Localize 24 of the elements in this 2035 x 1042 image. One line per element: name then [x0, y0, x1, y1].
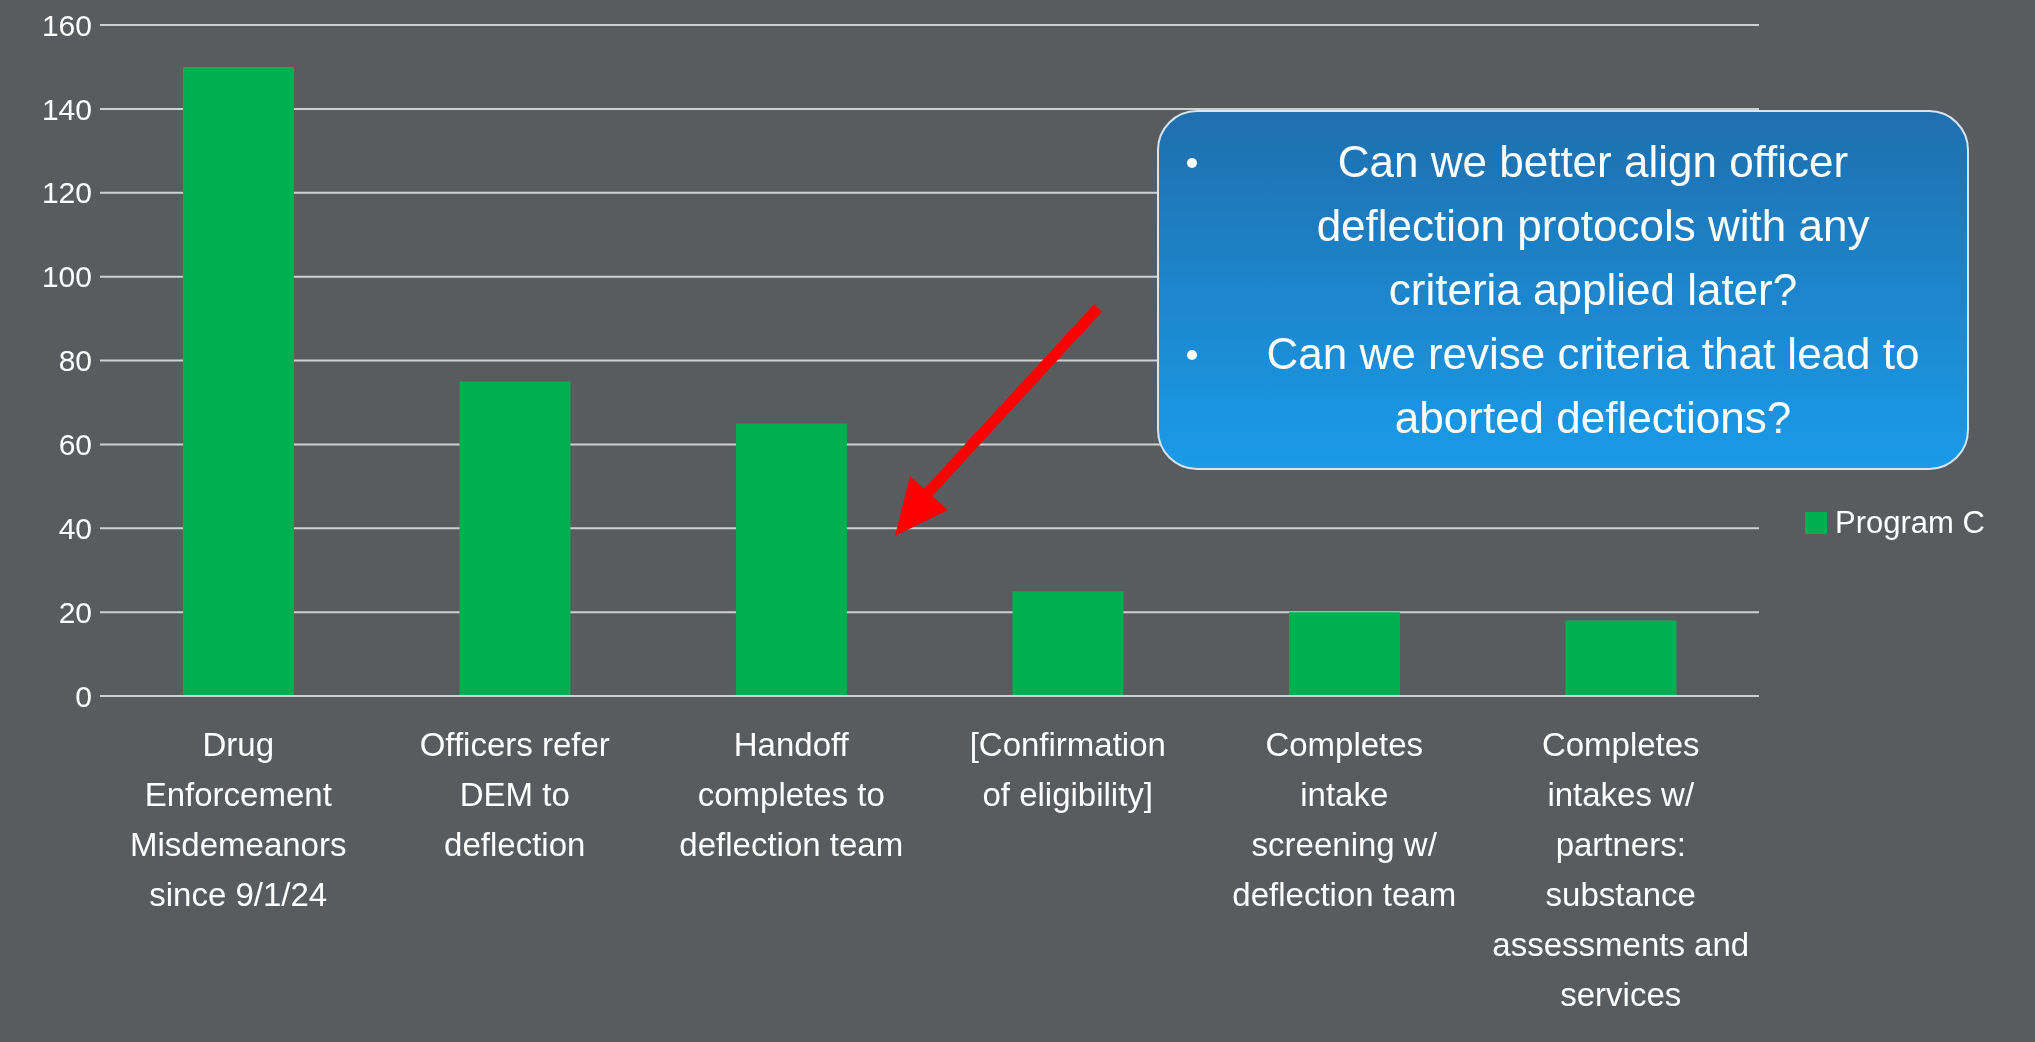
- bar: [735, 423, 847, 696]
- y-tick-label: 60: [58, 428, 92, 462]
- x-tick-label: Handoff completes to deflection team: [679, 726, 904, 863]
- bar: [1288, 612, 1400, 696]
- x-tick-label: Completes intakes w/ partners: substance assessments and services: [1492, 726, 1750, 1013]
- x-tick-label: [Confirmation of eligibility]: [969, 726, 1166, 813]
- annotation: Can we revise criteria that lead to aborted deflections?: [1265, 328, 1921, 444]
- x-tick-label: Officers refer DEM to deflection: [419, 726, 610, 863]
- y-tick-label: 40: [58, 511, 92, 545]
- y-tick-label: 100: [41, 260, 92, 294]
- bar: [459, 381, 571, 696]
- y-tick-label: 140: [41, 92, 92, 126]
- bar: [1565, 620, 1677, 696]
- y-tick-label: 80: [58, 344, 92, 378]
- y-tick-label: 20: [58, 595, 92, 629]
- annotation: Can we better align officer deflection protocols with any criteria applied later?: [1315, 136, 1871, 316]
- legend-label: Program C: [1835, 505, 1985, 541]
- y-tick-label: 0: [75, 679, 92, 713]
- x-tick-label: Drug Enforcement Misdemeanors since 9/1/24: [130, 726, 347, 913]
- y-tick-label: 120: [41, 176, 92, 210]
- y-tick-label: 160: [41, 8, 92, 42]
- bar: [1012, 591, 1124, 696]
- bar: [182, 66, 294, 696]
- x-tick-label: Completes intake screening w/ deflection team: [1232, 726, 1457, 913]
